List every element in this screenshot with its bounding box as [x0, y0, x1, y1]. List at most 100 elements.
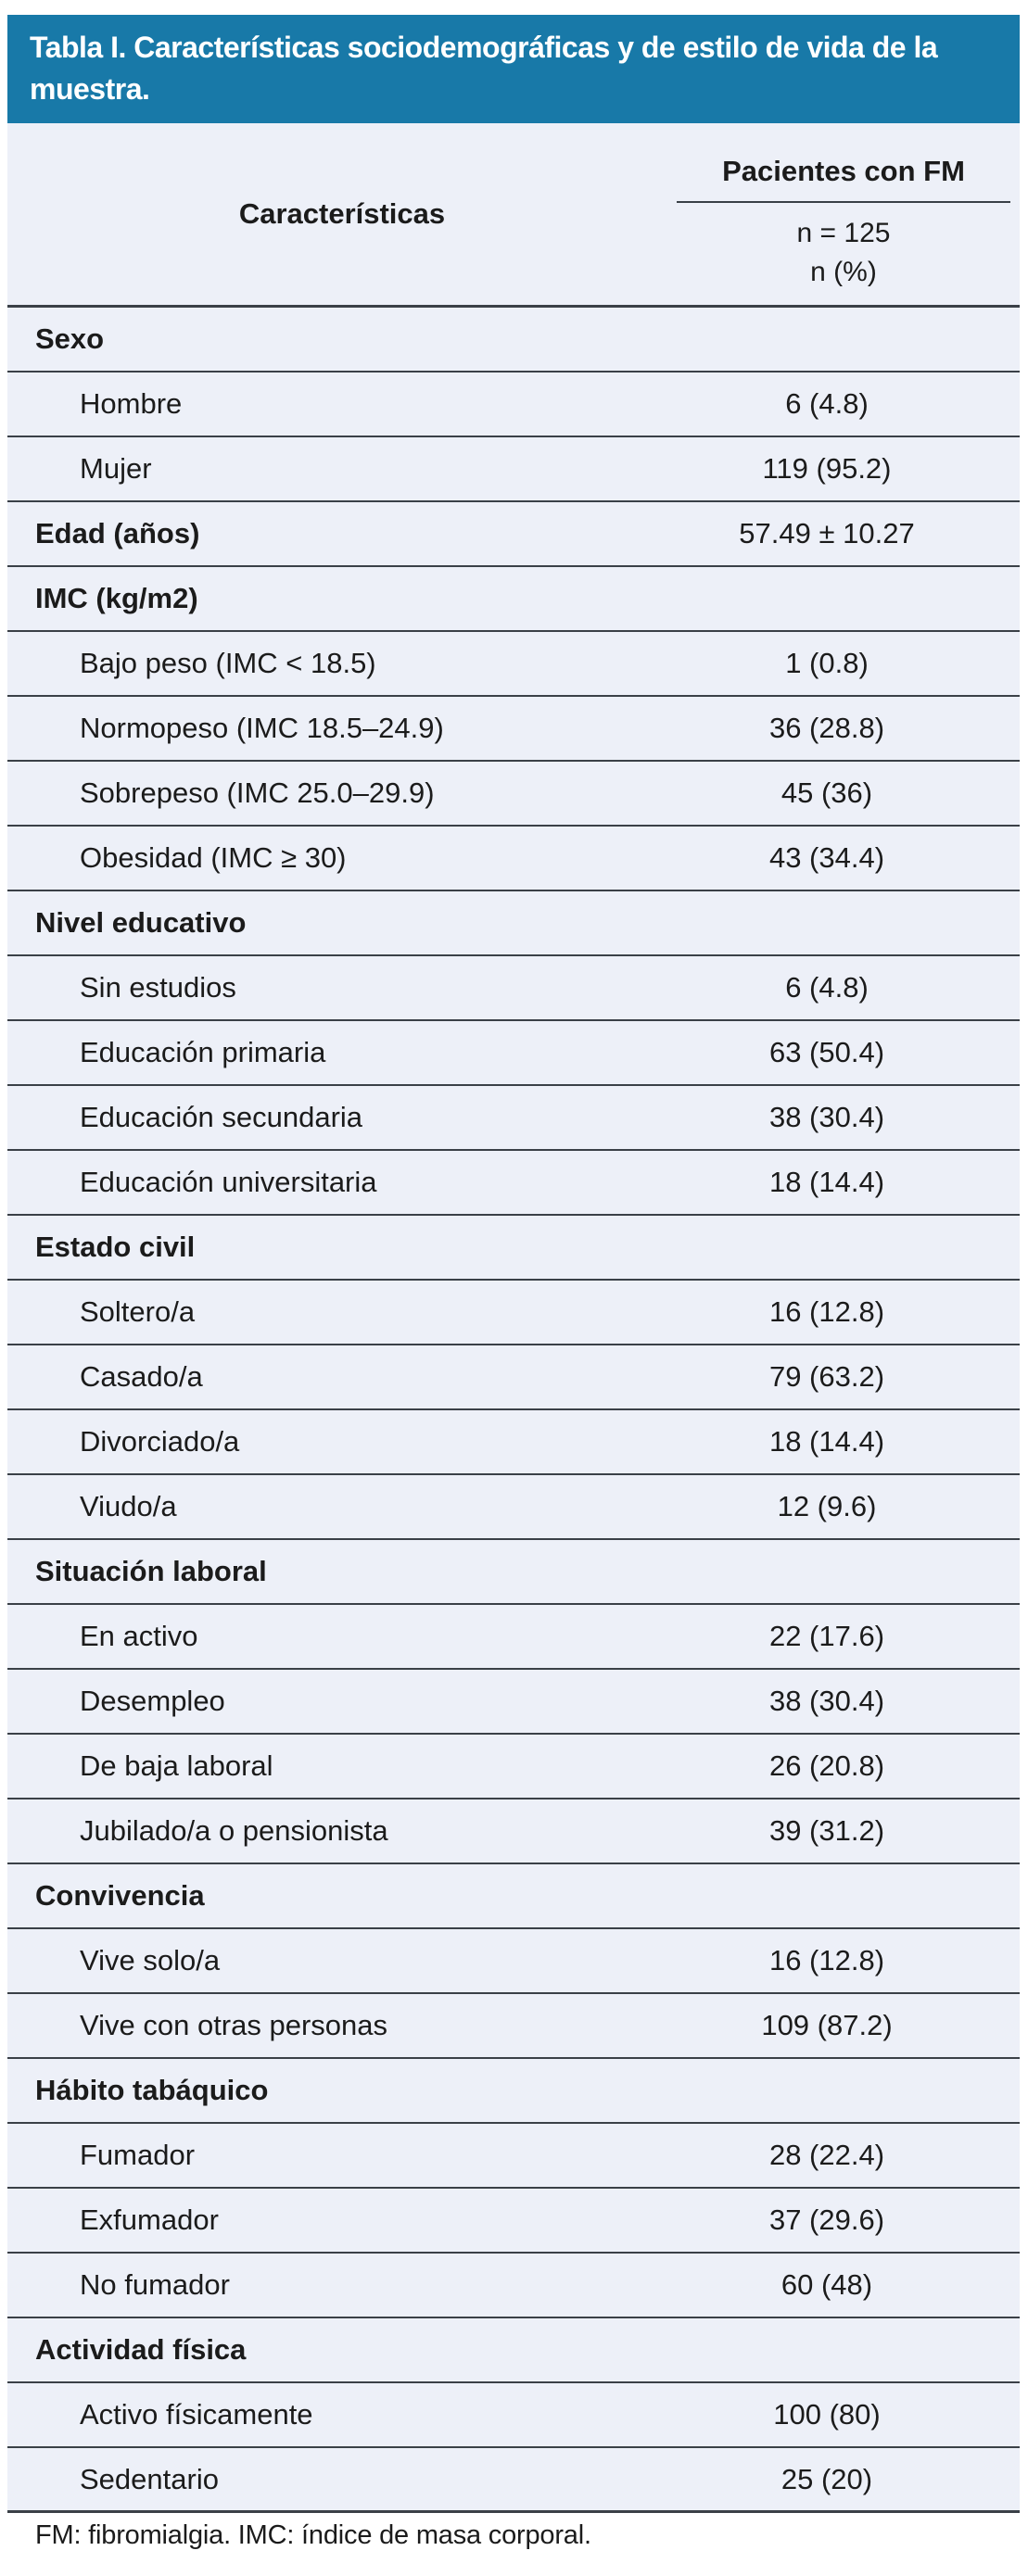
row-value: 18 (14.4) — [768, 1166, 885, 1198]
row-value: 36 (28.8) — [768, 712, 885, 744]
row-value: 119 (95.2) — [762, 452, 892, 485]
table-row: Divorciado/a 18 (14.4) — [7, 1410, 1020, 1475]
row-label: Soltero/a — [80, 1295, 196, 1328]
table-row: En activo 22 (17.6) — [7, 1605, 1020, 1670]
row-value: 37 (29.6) — [768, 2203, 885, 2236]
row-value: 22 (17.6) — [768, 1620, 885, 1652]
table-row: De baja laboral 26 (20.8) — [7, 1735, 1020, 1799]
column-subheader-n: n = 125 — [796, 218, 891, 248]
table-row: Casado/a 79 (63.2) — [7, 1345, 1020, 1410]
table-row: Vive con otras personas 109 (87.2) — [7, 1994, 1020, 2059]
table-row: Educación secundaria 38 (30.4) — [7, 1086, 1020, 1151]
table-row: Jubilado/a o pensionista 39 (31.2) — [7, 1799, 1020, 1864]
row-label: Activo físicamente — [80, 2398, 313, 2431]
row-value: 6 (4.8) — [785, 971, 869, 1004]
row-value: 38 (30.4) — [768, 1685, 885, 1717]
row-value: 26 (20.8) — [768, 1749, 885, 1782]
row-label: Sin estudios — [80, 971, 236, 1004]
row-value: 16 (12.8) — [768, 1295, 885, 1328]
row-value: 57.49 ± 10.27 — [739, 517, 915, 549]
column-subheader-unit: n (%) — [810, 257, 877, 287]
row-label: No fumador — [80, 2268, 230, 2301]
section-header-row: Situación laboral — [7, 1540, 1020, 1605]
row-label: Estado civil — [35, 1231, 196, 1263]
table-row: Exfumador 37 (29.6) — [7, 2189, 1020, 2254]
table-row: Educación universitaria 18 (14.4) — [7, 1151, 1020, 1216]
row-label: Convivencia — [35, 1879, 205, 1912]
row-value: 16 (12.8) — [768, 1944, 885, 1976]
column-header-characteristics: Características — [238, 197, 446, 230]
row-label: Actividad física — [35, 2333, 247, 2366]
section-header-row: Edad (años) 57.49 ± 10.27 — [7, 502, 1020, 567]
row-value: 63 (50.4) — [768, 1036, 885, 1068]
table-row: Viudo/a 12 (9.6) — [7, 1475, 1020, 1540]
table-row: Activo físicamente 100 (80) — [7, 2383, 1020, 2448]
row-label: Hábito tabáquico — [35, 2074, 269, 2106]
section-header-row: Convivencia — [7, 1864, 1020, 1929]
row-label: Exfumador — [80, 2203, 219, 2236]
section-header-row: Sexo — [7, 308, 1020, 373]
row-label: Viudo/a — [80, 1490, 177, 1522]
table-row: No fumador 60 (48) — [7, 2254, 1020, 2318]
row-label: Desempleo — [80, 1685, 225, 1717]
row-value: 25 (20) — [781, 2462, 873, 2495]
table-row: Educación primaria 63 (50.4) — [7, 1021, 1020, 1086]
row-value: 28 (22.4) — [768, 2139, 885, 2171]
row-value: 6 (4.8) — [785, 387, 869, 420]
table-row: Bajo peso (IMC < 18.5) 1 (0.8) — [7, 632, 1020, 697]
row-value: 100 (80) — [773, 2398, 881, 2431]
table-body: Sexo Hombre 6 (4.8) Mujer 119 (95.2) Eda… — [7, 308, 1020, 2513]
row-label: Hombre — [80, 387, 183, 420]
table-row: Mujer 119 (95.2) — [7, 437, 1020, 502]
row-label: Obesidad (IMC ≥ 30) — [80, 841, 347, 874]
row-value: 45 (36) — [781, 777, 873, 809]
row-label: Mujer — [80, 452, 152, 485]
section-header-row: Estado civil — [7, 1216, 1020, 1281]
row-value: 38 (30.4) — [768, 1101, 885, 1133]
row-label: Casado/a — [80, 1360, 203, 1393]
table-footnote: FM: fibromialgia. IMC: índice de masa co… — [35, 2520, 591, 2550]
table-row: Desempleo 38 (30.4) — [7, 1670, 1020, 1735]
row-value: 1 (0.8) — [785, 647, 869, 679]
table-row: Hombre 6 (4.8) — [7, 373, 1020, 437]
row-label: Sobrepeso (IMC 25.0–29.9) — [80, 777, 435, 809]
row-label: Situación laboral — [35, 1555, 267, 1587]
row-label: Vive con otras personas — [80, 2009, 388, 2041]
row-value: 39 (31.2) — [768, 1814, 885, 1847]
table-row: Sobrepeso (IMC 25.0–29.9) 45 (36) — [7, 762, 1020, 827]
row-label: Educación universitaria — [80, 1166, 377, 1198]
row-label: Vive solo/a — [80, 1944, 221, 1976]
row-label: Educación primaria — [80, 1036, 326, 1068]
row-value: 60 (48) — [781, 2268, 873, 2301]
row-label: Educación secundaria — [80, 1101, 363, 1133]
table-title: Tabla I. Características sociodemográfic… — [7, 15, 1020, 123]
row-label: IMC (kg/m2) — [35, 582, 198, 614]
row-value: 12 (9.6) — [777, 1490, 877, 1522]
row-label: En activo — [80, 1620, 198, 1652]
column-header-group: Pacientes con FM — [677, 123, 1010, 203]
column-header-group-block: Pacientes con FM n = 125 n (%) — [677, 123, 1020, 305]
table-container: Tabla I. Características sociodemográfic… — [7, 15, 1020, 2513]
table-row: Fumador 28 (22.4) — [7, 2124, 1020, 2189]
row-label: De baja laboral — [80, 1749, 273, 1782]
row-label: Bajo peso (IMC < 18.5) — [80, 647, 376, 679]
section-header-row: Nivel educativo — [7, 891, 1020, 956]
row-label: Normopeso (IMC 18.5–24.9) — [80, 712, 444, 744]
row-label: Edad (años) — [35, 517, 200, 549]
section-header-row: Actividad física — [7, 2318, 1020, 2383]
row-value: 109 (87.2) — [761, 2009, 893, 2041]
row-label: Fumador — [80, 2139, 196, 2171]
row-value: 43 (34.4) — [768, 841, 885, 874]
row-label: Divorciado/a — [80, 1425, 240, 1458]
row-label: Nivel educativo — [35, 906, 247, 939]
table-row: Vive solo/a 16 (12.8) — [7, 1929, 1020, 1994]
row-label: Sedentario — [80, 2462, 219, 2495]
table-row: Soltero/a 16 (12.8) — [7, 1281, 1020, 1345]
table-row: Normopeso (IMC 18.5–24.9) 36 (28.8) — [7, 697, 1020, 762]
row-value: 79 (63.2) — [768, 1360, 885, 1393]
table-row: Obesidad (IMC ≥ 30) 43 (34.4) — [7, 827, 1020, 891]
row-label: Sexo — [35, 322, 105, 355]
table-row: Sedentario 25 (20) — [7, 2448, 1020, 2513]
section-header-row: Hábito tabáquico — [7, 2059, 1020, 2124]
table-row: Sin estudios 6 (4.8) — [7, 956, 1020, 1021]
